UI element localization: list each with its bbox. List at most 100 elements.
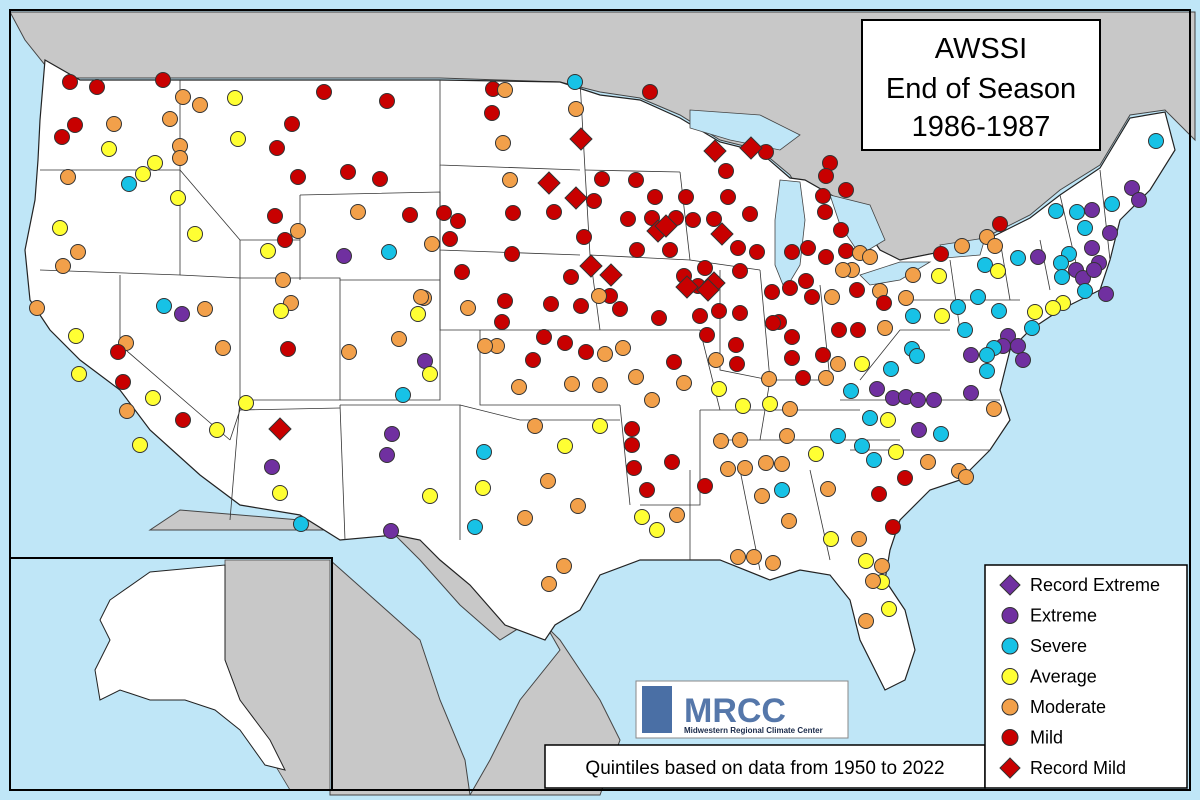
station-marker-record-mild [675, 275, 699, 299]
station-marker-mild [573, 298, 589, 314]
station-marker-extreme [379, 447, 395, 463]
station-marker-mild [804, 289, 820, 305]
station-marker-moderate [874, 558, 890, 574]
lake-huron [829, 194, 886, 256]
station-marker-mild [578, 344, 594, 360]
station-marker-severe [883, 361, 899, 377]
station-marker-mild [764, 284, 780, 300]
map-frame [9, 9, 1191, 791]
station-marker-moderate [341, 344, 357, 360]
station-marker-mild [626, 460, 642, 476]
logo-map-icon [642, 686, 672, 733]
station-marker-moderate [779, 428, 795, 444]
station-marker-moderate [70, 244, 86, 260]
station-marker-mild [450, 213, 466, 229]
station-marker-moderate [517, 510, 533, 526]
station-marker-moderate [782, 401, 798, 417]
station-marker-average [711, 381, 727, 397]
station-marker-severe [1048, 203, 1064, 219]
footnote-text: Quintiles based on data from 1950 to 202… [585, 758, 944, 779]
station-marker-extreme [264, 459, 280, 475]
station-marker-mild [798, 273, 814, 289]
station-marker-mild [115, 374, 131, 390]
station-marker-mild [838, 243, 854, 259]
station-marker-moderate [713, 433, 729, 449]
station-marker-average [145, 390, 161, 406]
station-marker-record-mild [703, 139, 727, 163]
station-marker-average [410, 306, 426, 322]
station-marker-mild [784, 350, 800, 366]
station-marker-moderate [628, 369, 644, 385]
station-marker-severe [979, 363, 995, 379]
station-marker-moderate [781, 513, 797, 529]
alaska-land [94, 564, 286, 771]
station-marker-mild [992, 216, 1008, 232]
station-marker-mild [720, 189, 736, 205]
station-marker-extreme [1015, 352, 1031, 368]
station-marker-mild [782, 280, 798, 296]
station-marker-extreme [1102, 225, 1118, 241]
station-marker-average [1027, 304, 1043, 320]
station-marker-average [209, 422, 225, 438]
station-marker-mild [454, 264, 470, 280]
station-marker-mild [54, 129, 70, 145]
station-marker-extreme [963, 385, 979, 401]
alaska-inset [9, 557, 333, 791]
legend-marker-record_extreme [999, 574, 1021, 596]
station-marker-mild [749, 244, 765, 260]
station-marker-severe [774, 482, 790, 498]
station-marker-mild [175, 412, 191, 428]
station-marker-severe [957, 322, 973, 338]
station-marker-severe [843, 383, 859, 399]
station-marker-moderate [898, 290, 914, 306]
station-marker-moderate [858, 613, 874, 629]
station-marker-mild [815, 347, 831, 363]
station-marker-severe [905, 308, 921, 324]
station-marker-moderate [172, 150, 188, 166]
station-marker-mild [897, 470, 913, 486]
station-marker-mild [730, 240, 746, 256]
station-marker-mild [269, 140, 285, 156]
station-marker-moderate [708, 352, 724, 368]
station-marker-mild [594, 171, 610, 187]
station-marker-severe [567, 74, 583, 90]
station-marker-severe [1010, 250, 1026, 266]
station-marker-severe [156, 298, 172, 314]
station-marker-moderate [591, 288, 607, 304]
station-marker-moderate [564, 376, 580, 392]
station-marker-mild [62, 74, 78, 90]
station-marker-average [422, 366, 438, 382]
station-marker-moderate [60, 169, 76, 185]
station-marker-mild [494, 314, 510, 330]
station-marker-extreme [383, 523, 399, 539]
station-marker-mild [711, 303, 727, 319]
station-marker-mild [664, 454, 680, 470]
station-marker-mild [624, 421, 640, 437]
logo-subtitle: Midwestern Regional Climate Center [684, 726, 823, 735]
station-marker-average [823, 531, 839, 547]
station-marker-mild [557, 335, 573, 351]
station-marker-severe [1077, 283, 1093, 299]
station-marker-mild [340, 164, 356, 180]
station-marker-moderate [570, 498, 586, 514]
station-marker-record-mild [599, 263, 623, 287]
station-marker-extreme [384, 426, 400, 442]
station-marker-moderate [162, 111, 178, 127]
station-marker-mild [685, 212, 701, 228]
station-marker-moderate [986, 401, 1002, 417]
station-marker-mild [505, 205, 521, 221]
station-marker-average [557, 438, 573, 454]
station-marker-average [187, 226, 203, 242]
station-marker-severe [909, 348, 925, 364]
station-marker-average [135, 166, 151, 182]
station-marker-moderate [511, 379, 527, 395]
station-marker-average [1045, 300, 1061, 316]
station-marker-average [273, 303, 289, 319]
station-marker-severe [933, 426, 949, 442]
station-marker-moderate [851, 531, 867, 547]
station-marker-mild [525, 352, 541, 368]
station-marker-average [422, 488, 438, 504]
station-marker-moderate [541, 576, 557, 592]
